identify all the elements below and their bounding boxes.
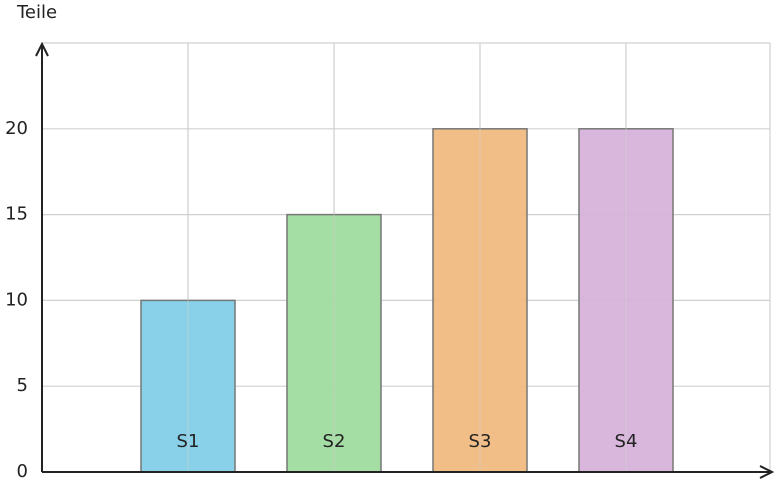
y-tick-label: 5 xyxy=(17,375,28,396)
y-tick-label: 20 xyxy=(5,118,28,139)
x-tick-label: S2 xyxy=(323,431,346,452)
y-axis-arrow xyxy=(35,41,49,57)
x-axis-arrow xyxy=(759,465,774,479)
x-tick-label: S1 xyxy=(177,431,200,452)
y-tick-label: 0 xyxy=(17,461,28,482)
x-tick-label: S3 xyxy=(469,431,492,452)
x-tick-label: S4 xyxy=(615,431,638,452)
y-tick-label: 10 xyxy=(5,289,28,310)
y-tick-label: 15 xyxy=(5,204,28,225)
y-axis-label: Teile xyxy=(16,2,57,23)
